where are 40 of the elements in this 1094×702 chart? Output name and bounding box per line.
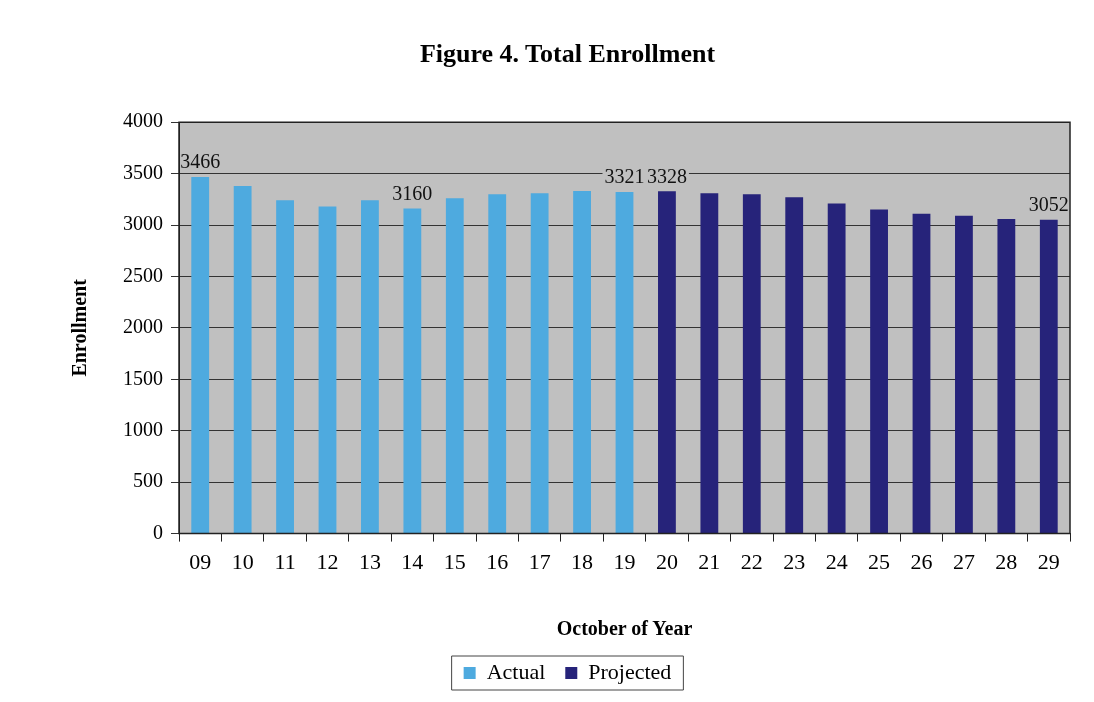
y-axis-title: Enrollment — [68, 278, 91, 377]
data-label: 3321 — [604, 165, 645, 188]
x-tick-label: 24 — [825, 548, 848, 574]
x-tick-label: 17 — [528, 548, 551, 574]
x-tick-label: 09 — [189, 548, 212, 574]
legend-label: Projected — [588, 658, 672, 684]
y-tick-label: 4000 — [123, 109, 163, 132]
x-tick-label: 20 — [655, 548, 678, 574]
x-tick-label: 10 — [231, 548, 254, 574]
y-tick-label: 1000 — [123, 418, 163, 440]
legend-label: Actual — [486, 658, 546, 684]
x-tick-label: 18 — [571, 548, 594, 574]
x-tick-label: 25 — [868, 548, 891, 574]
x-axis-title: October of Year — [556, 617, 693, 640]
x-tick-label: 14 — [401, 548, 424, 574]
x-tick-label: 27 — [952, 548, 975, 574]
x-tick-label: 13 — [358, 548, 381, 574]
y-tick-label: 3000 — [123, 212, 163, 235]
data-label: 3160 — [392, 181, 433, 204]
y-tick-label: 500 — [133, 469, 163, 492]
x-tick-label: 26 — [910, 548, 933, 574]
chart-title: Figure 4. Total Enrollment — [419, 39, 716, 69]
data-label: 3466 — [180, 150, 221, 173]
x-tick-label: 15 — [443, 548, 466, 574]
y-tick-label: 2500 — [123, 263, 163, 286]
x-tick-label: 21 — [698, 548, 721, 574]
y-tick-label: 2000 — [123, 315, 163, 338]
y-tick-label: 1500 — [123, 366, 163, 389]
x-tick-label: 29 — [1037, 548, 1060, 574]
x-tick-label: 28 — [995, 548, 1018, 574]
y-tick-label: 0 — [153, 520, 163, 543]
y-tick-label: 3500 — [123, 160, 163, 183]
data-label: 3052 — [1028, 192, 1069, 215]
x-tick-label: 16 — [486, 548, 509, 574]
x-tick-label: 12 — [316, 548, 339, 574]
x-tick-label: 19 — [613, 548, 636, 574]
data-label: 3328 — [646, 164, 687, 187]
x-tick-label: 11 — [274, 548, 296, 574]
x-tick-label: 22 — [740, 548, 763, 574]
x-tick-label: 23 — [783, 548, 806, 574]
